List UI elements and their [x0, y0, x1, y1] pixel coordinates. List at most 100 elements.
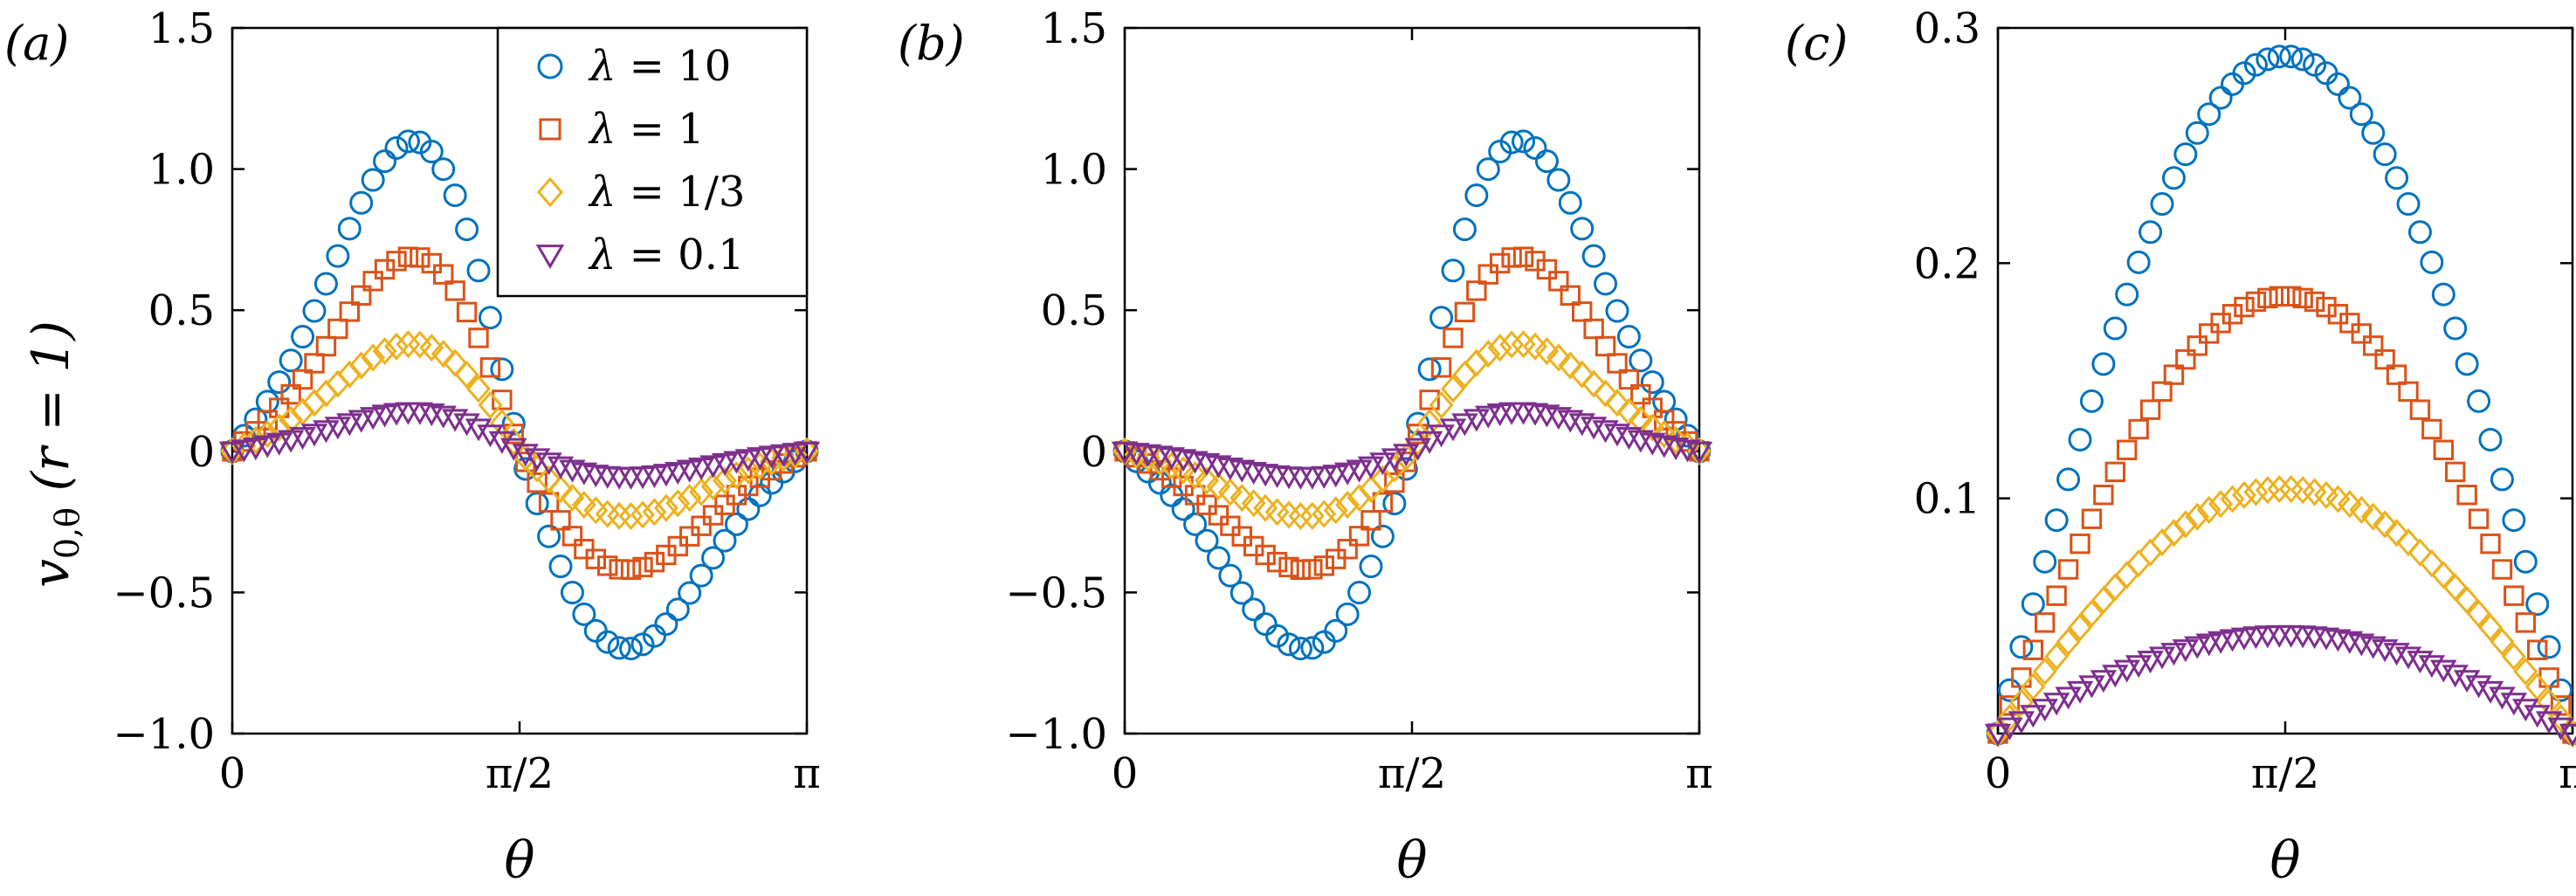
panel-a: (a) 0 π/2 π −1.0 −0.5 0 0.5 1.0 1.5 θ — [4, 4, 821, 890]
data-point-circle — [1406, 411, 1430, 436]
data-point-triangle-down — [1984, 723, 2012, 747]
data-point-triangle-down — [2195, 633, 2222, 657]
data-point-circle — [1546, 168, 1571, 192]
data-point-square — [444, 280, 465, 301]
data-point-circle — [2173, 142, 2198, 167]
data-point-square — [2269, 286, 2290, 307]
data-point-circle — [2455, 352, 2479, 376]
data-point-square — [1430, 357, 1452, 378]
data-point-square — [2363, 335, 2384, 356]
data-point-square — [2538, 667, 2559, 688]
data-point-square — [2070, 533, 2090, 555]
data-point-triangle-down — [512, 444, 539, 467]
data-point-square — [2491, 559, 2513, 580]
data-point-diamond — [478, 390, 503, 420]
data-point-circle — [1581, 244, 1606, 268]
data-point-square — [2187, 335, 2208, 356]
data-point-square — [2433, 439, 2454, 460]
panel-b-label: (b) — [898, 16, 965, 71]
data-point-triangle-down — [2219, 629, 2246, 652]
y-tick-label: 0.5 — [148, 286, 215, 335]
x-tick-label: 0 — [1112, 749, 1139, 798]
legend-entry: λ = 10 — [537, 42, 731, 91]
data-point-diamond — [2431, 561, 2456, 589]
data-point-circle — [1499, 130, 1524, 155]
data-point-triangle-down — [2020, 705, 2047, 728]
data-point-triangle-down — [465, 418, 492, 442]
data-point-circle — [478, 306, 502, 330]
data-point-triangle-down — [500, 438, 527, 461]
data-point-square — [327, 318, 348, 340]
data-point-triangle-down — [2008, 711, 2035, 734]
data-point-triangle-down — [747, 447, 774, 471]
panel-a-xlabel: θ — [505, 831, 535, 890]
data-point-square — [386, 251, 407, 272]
data-point-triangle-down — [289, 426, 316, 451]
data-point-diamond — [618, 501, 644, 531]
data-point-diamond — [1546, 343, 1571, 372]
data-point-circle — [596, 630, 620, 654]
data-point-square — [2292, 287, 2313, 309]
data-point-triangle-down — [2137, 651, 2164, 674]
data-point-square — [2386, 364, 2407, 385]
data-point-triangle-down — [1685, 441, 1713, 465]
data-point-diamond — [1171, 456, 1196, 485]
data-point-triangle-down — [477, 424, 504, 448]
data-point-triangle-down — [2078, 675, 2105, 699]
data-point-square — [1290, 559, 1312, 581]
data-point-square — [1560, 285, 1581, 307]
data-point-square — [2374, 348, 2395, 370]
data-point-diamond — [537, 176, 563, 208]
data-point-circle — [548, 555, 573, 579]
data-point-square — [2245, 291, 2267, 313]
data-point-triangle-down — [313, 420, 340, 444]
y-tick-label: 0.1 — [1914, 475, 1980, 524]
data-point-circle — [431, 157, 456, 182]
legend-label-text: = 1/3 — [616, 168, 745, 217]
y-axis-label-sub: 0,θ — [48, 507, 86, 559]
x-tick-label: π/2 — [486, 749, 554, 798]
data-point-triangle-down — [218, 441, 246, 465]
data-point-diamond — [2090, 586, 2116, 615]
panel-b-ticks: 0 π/2 π −1.0 −0.5 0 0.5 1.0 1.5 — [1005, 4, 1712, 798]
data-point-circle — [2150, 192, 2174, 217]
data-point-square — [550, 510, 571, 531]
data-point-triangle-down — [2559, 723, 2576, 747]
panel-c-ticks: 0 π/2 π 0.1 0.2 0.3 — [1914, 4, 2576, 798]
data-point-triangle-down — [1357, 456, 1385, 479]
data-point-circle — [337, 217, 362, 241]
data-point-triangle-down — [793, 441, 821, 465]
data-point-square — [1583, 318, 1604, 340]
data-point-circle — [607, 636, 631, 660]
data-point-circle — [1335, 602, 1360, 626]
data-point-square — [2046, 585, 2067, 606]
data-point-diamond — [2161, 519, 2187, 548]
data-point-circle — [642, 624, 666, 648]
data-point-triangle-down — [641, 465, 668, 488]
panel-b-points — [1111, 129, 1713, 661]
data-point-diamond — [677, 484, 702, 513]
data-point-diamond — [1640, 413, 1665, 442]
data-point-diamond — [735, 456, 761, 485]
data-point-triangle-down — [676, 459, 703, 483]
data-point-diamond — [1182, 461, 1208, 490]
data-point-square — [1466, 280, 1487, 301]
data-point-diamond — [2114, 561, 2139, 589]
data-point-circle — [1277, 632, 1301, 657]
data-point-triangle-down — [2172, 639, 2200, 663]
data-point-diamond — [1312, 500, 1337, 528]
y-tick-label: 1.5 — [148, 4, 215, 53]
legend-label-text: = 10 — [616, 42, 731, 91]
data-point-diamond — [2208, 490, 2234, 519]
legend-marker-circle — [537, 53, 563, 79]
data-point-square — [2104, 461, 2125, 483]
data-point-circle — [1312, 630, 1336, 654]
data-point-circle — [419, 140, 444, 164]
data-point-circle — [2208, 86, 2233, 110]
data-point-diamond — [1347, 483, 1372, 513]
data-point-circle — [291, 325, 315, 349]
data-point-circle — [1359, 555, 1383, 579]
data-point-diamond — [2220, 485, 2245, 513]
panel-b: (b) 0 π/2 π −1.0 −0.5 0 0.5 1.0 1.5 θ — [898, 4, 1713, 890]
data-point-square — [1536, 258, 1558, 280]
